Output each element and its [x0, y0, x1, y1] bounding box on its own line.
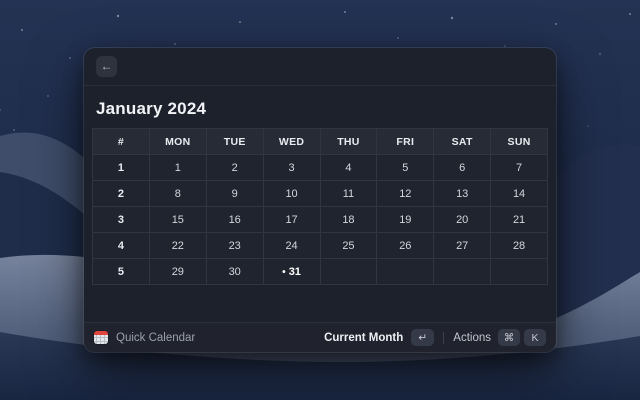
day-cell: 8: [148, 180, 207, 207]
day-cell: 11: [319, 180, 378, 207]
day-cell: 26: [376, 232, 435, 259]
col-week-number: #: [92, 128, 150, 155]
col-mon: MON: [148, 128, 207, 155]
col-thu: THU: [319, 128, 378, 155]
week-row: 2 8 9 10 11 12 13 14: [92, 180, 548, 207]
day-cell: 18: [319, 206, 378, 233]
col-sun: SUN: [490, 128, 548, 155]
enter-key-icon: ↵: [411, 329, 435, 346]
month-title: January 2024: [96, 99, 207, 118]
day-cell: 16: [205, 206, 264, 233]
calendar-header-row: # MON TUE WED THU FRI SAT SUN: [92, 128, 548, 155]
day-cell: 13: [433, 180, 492, 207]
today-date: 31: [288, 265, 301, 278]
day-cell: 15: [148, 206, 207, 233]
day-cell: 28: [490, 232, 548, 259]
week-row: 4 22 23 24 25 26 27 28: [92, 232, 548, 259]
day-cell: 9: [205, 180, 264, 207]
col-wed: WED: [262, 128, 321, 155]
day-cell: [376, 258, 435, 285]
day-cell: 2: [205, 154, 264, 181]
week-row: 1 1 2 3 4 5 6 7: [92, 154, 548, 181]
quick-calendar-window: ← January 2024 # MON TUE WED THU FRI SAT…: [84, 48, 556, 352]
day-cell: 5: [376, 154, 435, 181]
day-cell: 4: [319, 154, 378, 181]
week-number: 4: [92, 232, 150, 259]
calendar-view: January 2024 # MON TUE WED THU FRI SAT S…: [84, 86, 556, 322]
day-cell: [433, 258, 492, 285]
col-sat: SAT: [433, 128, 492, 155]
current-month-action[interactable]: Current Month ↵: [324, 329, 435, 346]
col-fri: FRI: [376, 128, 435, 155]
calendar-table: # MON TUE WED THU FRI SAT SUN 1 1 2: [92, 128, 548, 285]
day-cell: 14: [490, 180, 548, 207]
day-cell: 20: [433, 206, 492, 233]
day-cell: 29: [148, 258, 207, 285]
day-cell: 23: [205, 232, 264, 259]
window-footer: Quick Calendar Current Month ↵ Actions ⌘…: [84, 322, 556, 352]
day-cell: 12: [376, 180, 435, 207]
week-number: 3: [92, 206, 150, 233]
day-cell-today: • 31: [262, 258, 321, 285]
day-cell: 1: [148, 154, 207, 181]
day-cell: 22: [148, 232, 207, 259]
week-number: 2: [92, 180, 150, 207]
day-cell: 6: [433, 154, 492, 181]
current-month-label: Current Month: [324, 331, 404, 344]
cmd-key-icon: ⌘: [498, 329, 520, 346]
actions-button[interactable]: Actions ⌘ K: [453, 329, 546, 346]
day-cell: 30: [205, 258, 264, 285]
back-button[interactable]: ←: [96, 56, 117, 77]
day-cell: 17: [262, 206, 321, 233]
week-row: 3 15 16 17 18 19 20 21: [92, 206, 548, 233]
col-tue: TUE: [205, 128, 264, 155]
week-number: 1: [92, 154, 150, 181]
day-cell: 19: [376, 206, 435, 233]
day-cell: 10: [262, 180, 321, 207]
app-name: Quick Calendar: [116, 331, 196, 344]
day-cell: 3: [262, 154, 321, 181]
day-cell: 21: [490, 206, 548, 233]
day-cell: [319, 258, 378, 285]
footer-actions: Current Month ↵ Actions ⌘ K: [324, 329, 546, 346]
k-key-icon: K: [524, 329, 546, 346]
actions-label: Actions: [453, 331, 491, 344]
day-cell: 7: [490, 154, 548, 181]
today-dot: •: [282, 266, 286, 278]
day-cell: [490, 258, 548, 285]
footer-divider: [443, 331, 445, 344]
day-cell: 27: [433, 232, 492, 259]
day-cell: 25: [319, 232, 378, 259]
week-number: 5: [92, 258, 150, 285]
day-cell: 24: [262, 232, 321, 259]
week-row: 5 29 30 • 31: [92, 258, 548, 285]
back-arrow-icon: ←: [100, 59, 113, 73]
window-header: ←: [84, 48, 556, 86]
calendar-app-icon: [94, 331, 108, 344]
